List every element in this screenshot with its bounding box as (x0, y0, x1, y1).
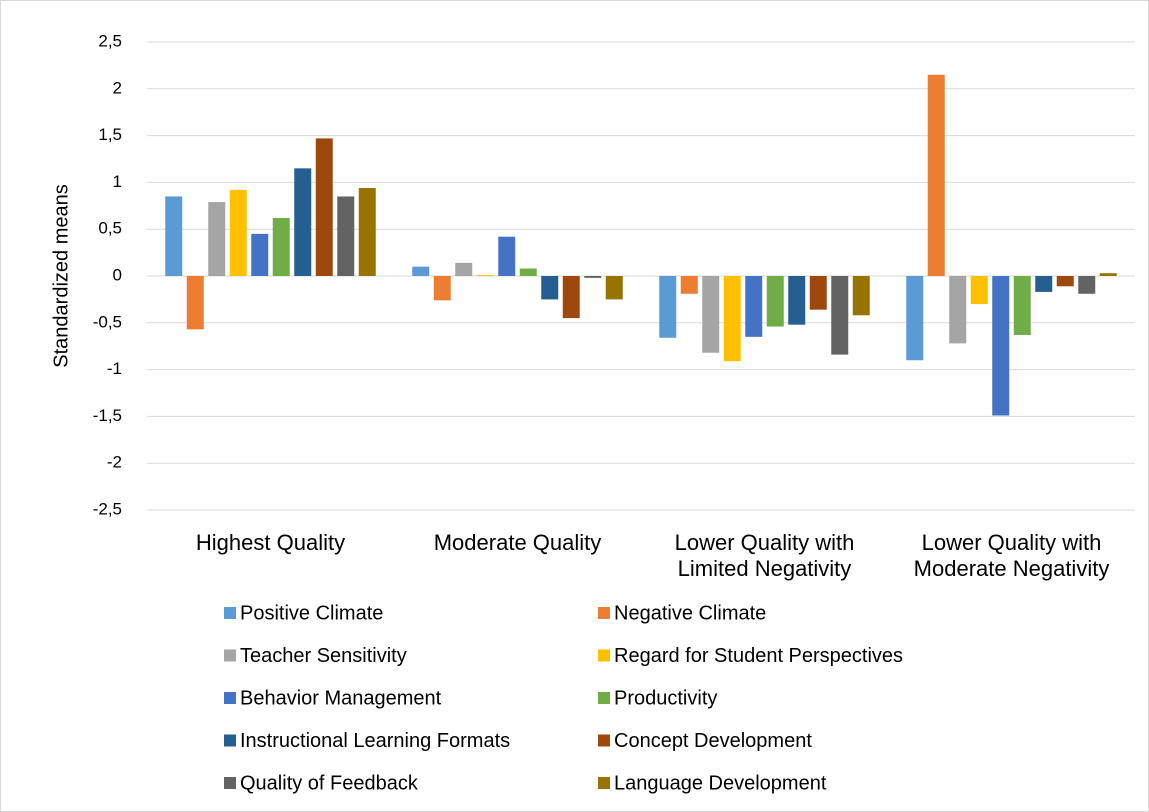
legend-swatch (598, 734, 610, 747)
legend-swatch (224, 649, 236, 662)
bar (605, 276, 623, 300)
bar (1056, 276, 1074, 287)
legend-label: Teacher Sensitivity (240, 645, 407, 667)
legend-label: Concept Development (614, 730, 812, 752)
legend-label: Instructional Learning Formats (240, 730, 510, 752)
legend-label: Positive Climate (240, 602, 383, 624)
legend-swatch (224, 692, 236, 704)
bar (906, 276, 924, 361)
legend-swatch (224, 777, 236, 789)
x-tick-label: Lower Quality with Limited Negativity (674, 530, 855, 581)
bar (1013, 276, 1031, 335)
bar (294, 168, 312, 276)
bar (251, 233, 269, 276)
legend-label: Quality of Feedback (240, 772, 419, 794)
bar (541, 276, 559, 300)
bar (949, 276, 967, 344)
bar (927, 74, 945, 276)
legend-label: Regard for Student Perspectives (614, 645, 903, 667)
bar (831, 276, 849, 355)
y-tick-label: -0,5 (93, 312, 122, 331)
legend-label: Behavior Management (240, 687, 442, 709)
legend-swatch (598, 649, 610, 662)
y-tick-label: -1 (107, 359, 122, 378)
bar (186, 276, 204, 330)
legend-label: Productivity (614, 687, 717, 709)
bar (358, 188, 376, 276)
bar (229, 189, 247, 276)
bar (852, 276, 870, 316)
bar (208, 202, 226, 276)
legend-swatch (224, 734, 236, 747)
legend-swatch (598, 777, 610, 789)
bar (272, 217, 290, 276)
legend-label: Negative Climate (614, 602, 766, 624)
bar (1099, 273, 1117, 276)
bar (562, 276, 580, 319)
bar (1078, 276, 1096, 294)
x-tick-label: Lower Quality with Moderate Negativity (913, 530, 1110, 581)
bar (165, 196, 183, 276)
y-tick-label: -2,5 (93, 499, 122, 518)
legend-swatch (224, 607, 236, 619)
bar (788, 276, 806, 325)
legend-swatch (598, 607, 610, 619)
y-tick-label: -1,5 (93, 406, 122, 425)
bar (519, 268, 537, 276)
bar (498, 236, 516, 276)
bar (433, 276, 451, 301)
bar (455, 262, 473, 276)
bar (766, 276, 784, 327)
bar (680, 276, 698, 294)
bar (970, 276, 988, 305)
bar (315, 138, 333, 276)
y-tick-label: 0,5 (98, 219, 122, 238)
y-tick-label: 2 (113, 78, 122, 97)
bar (745, 276, 763, 337)
bar (412, 266, 430, 276)
x-tick-label: Highest Quality (195, 530, 346, 555)
y-tick-label: 1,5 (98, 125, 122, 144)
bar (723, 276, 741, 362)
bar (584, 276, 602, 278)
y-axis-title: Standardized means (50, 184, 72, 367)
bar (659, 276, 677, 338)
y-tick-label: 1 (113, 172, 122, 191)
bar (992, 276, 1010, 416)
bar (337, 196, 355, 276)
bar (476, 275, 494, 276)
y-tick-label: -2 (107, 453, 122, 472)
bar (702, 276, 720, 353)
y-tick-label: 2,5 (98, 31, 122, 50)
y-tick-label: 0 (113, 265, 122, 284)
bar (1035, 276, 1053, 292)
x-tick-label: Moderate Quality (433, 530, 602, 555)
bar (809, 276, 827, 310)
legend-swatch (598, 692, 610, 704)
legend-label: Language Development (614, 772, 827, 794)
